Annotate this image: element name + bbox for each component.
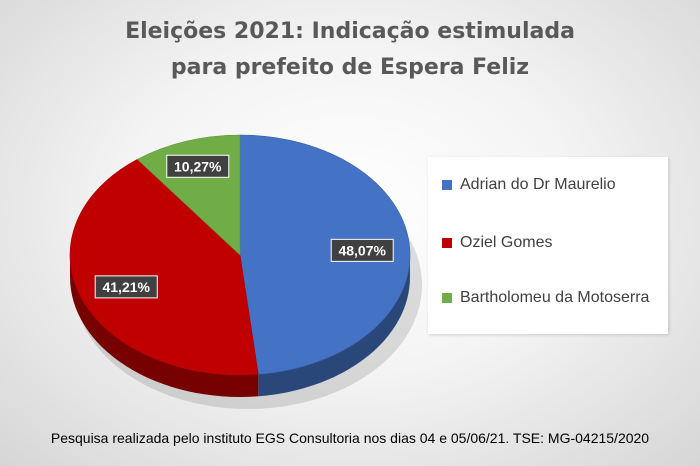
pie-side-2 xyxy=(70,255,259,397)
data-label-text: 48,07% xyxy=(338,242,386,258)
legend-label: Oziel Gomes xyxy=(460,234,553,251)
data-label-1: 48,07% xyxy=(330,238,394,262)
data-label-box xyxy=(166,154,230,178)
legend-swatch xyxy=(442,180,452,190)
data-label-box xyxy=(94,275,158,299)
legend-swatch xyxy=(442,238,452,248)
data-label-box xyxy=(330,238,394,262)
chart-title-line-1: Eleições 2021: Indicação estimulada xyxy=(125,19,575,44)
pie-side-1 xyxy=(258,255,411,397)
legend-label: Bartholomeu da Motoserra xyxy=(460,289,650,306)
legend-label: Adrian do Dr Maurelio xyxy=(460,176,616,193)
legend: Adrian do Dr Maurelio Oziel Gomes Bartholo… xyxy=(428,157,668,334)
legend-swatch xyxy=(442,293,452,303)
chart-title-line-2: para prefeito de Espera Feliz xyxy=(170,55,530,80)
data-label-text: 10,27% xyxy=(174,158,222,174)
pie-slice-2[interactable] xyxy=(69,158,259,376)
source-footnote: Pesquisa realizada pelo instituto EGS Co… xyxy=(50,430,650,446)
pie-slice-1[interactable] xyxy=(239,134,411,375)
chart-title: Eleições 2021: Indicação estimulada para… xyxy=(0,14,700,86)
data-label-3: 10,27% xyxy=(166,154,230,178)
data-label-text: 41,21% xyxy=(102,279,150,295)
data-label-2: 41,21% xyxy=(94,275,158,299)
